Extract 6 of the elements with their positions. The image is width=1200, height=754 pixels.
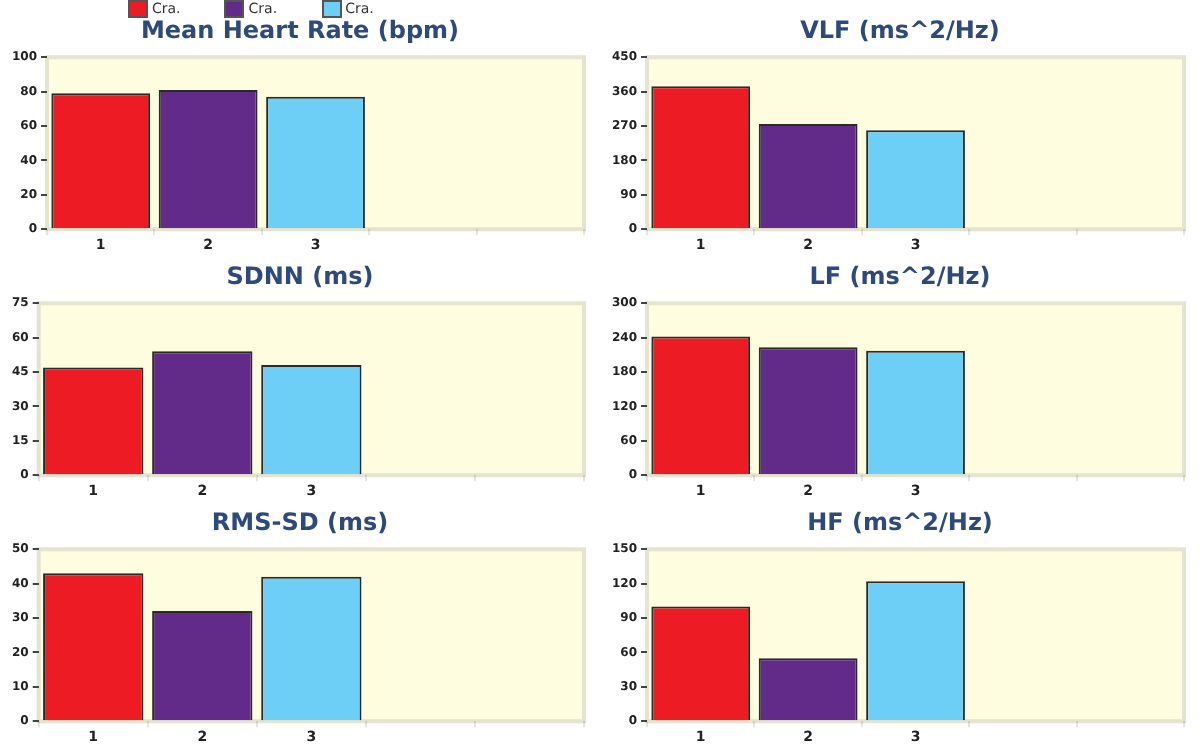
chart-title: SDNN (ms): [224, 262, 376, 292]
chart-title: LF (ms^2/Hz): [807, 262, 993, 292]
chart-title: VLF (ms^2/Hz): [798, 16, 1002, 46]
chart-title: HF (ms^2/Hz): [805, 508, 995, 538]
chart-title: Mean Heart Rate (bpm): [138, 16, 462, 46]
chart-title: RMS-SD (ms): [209, 508, 391, 538]
